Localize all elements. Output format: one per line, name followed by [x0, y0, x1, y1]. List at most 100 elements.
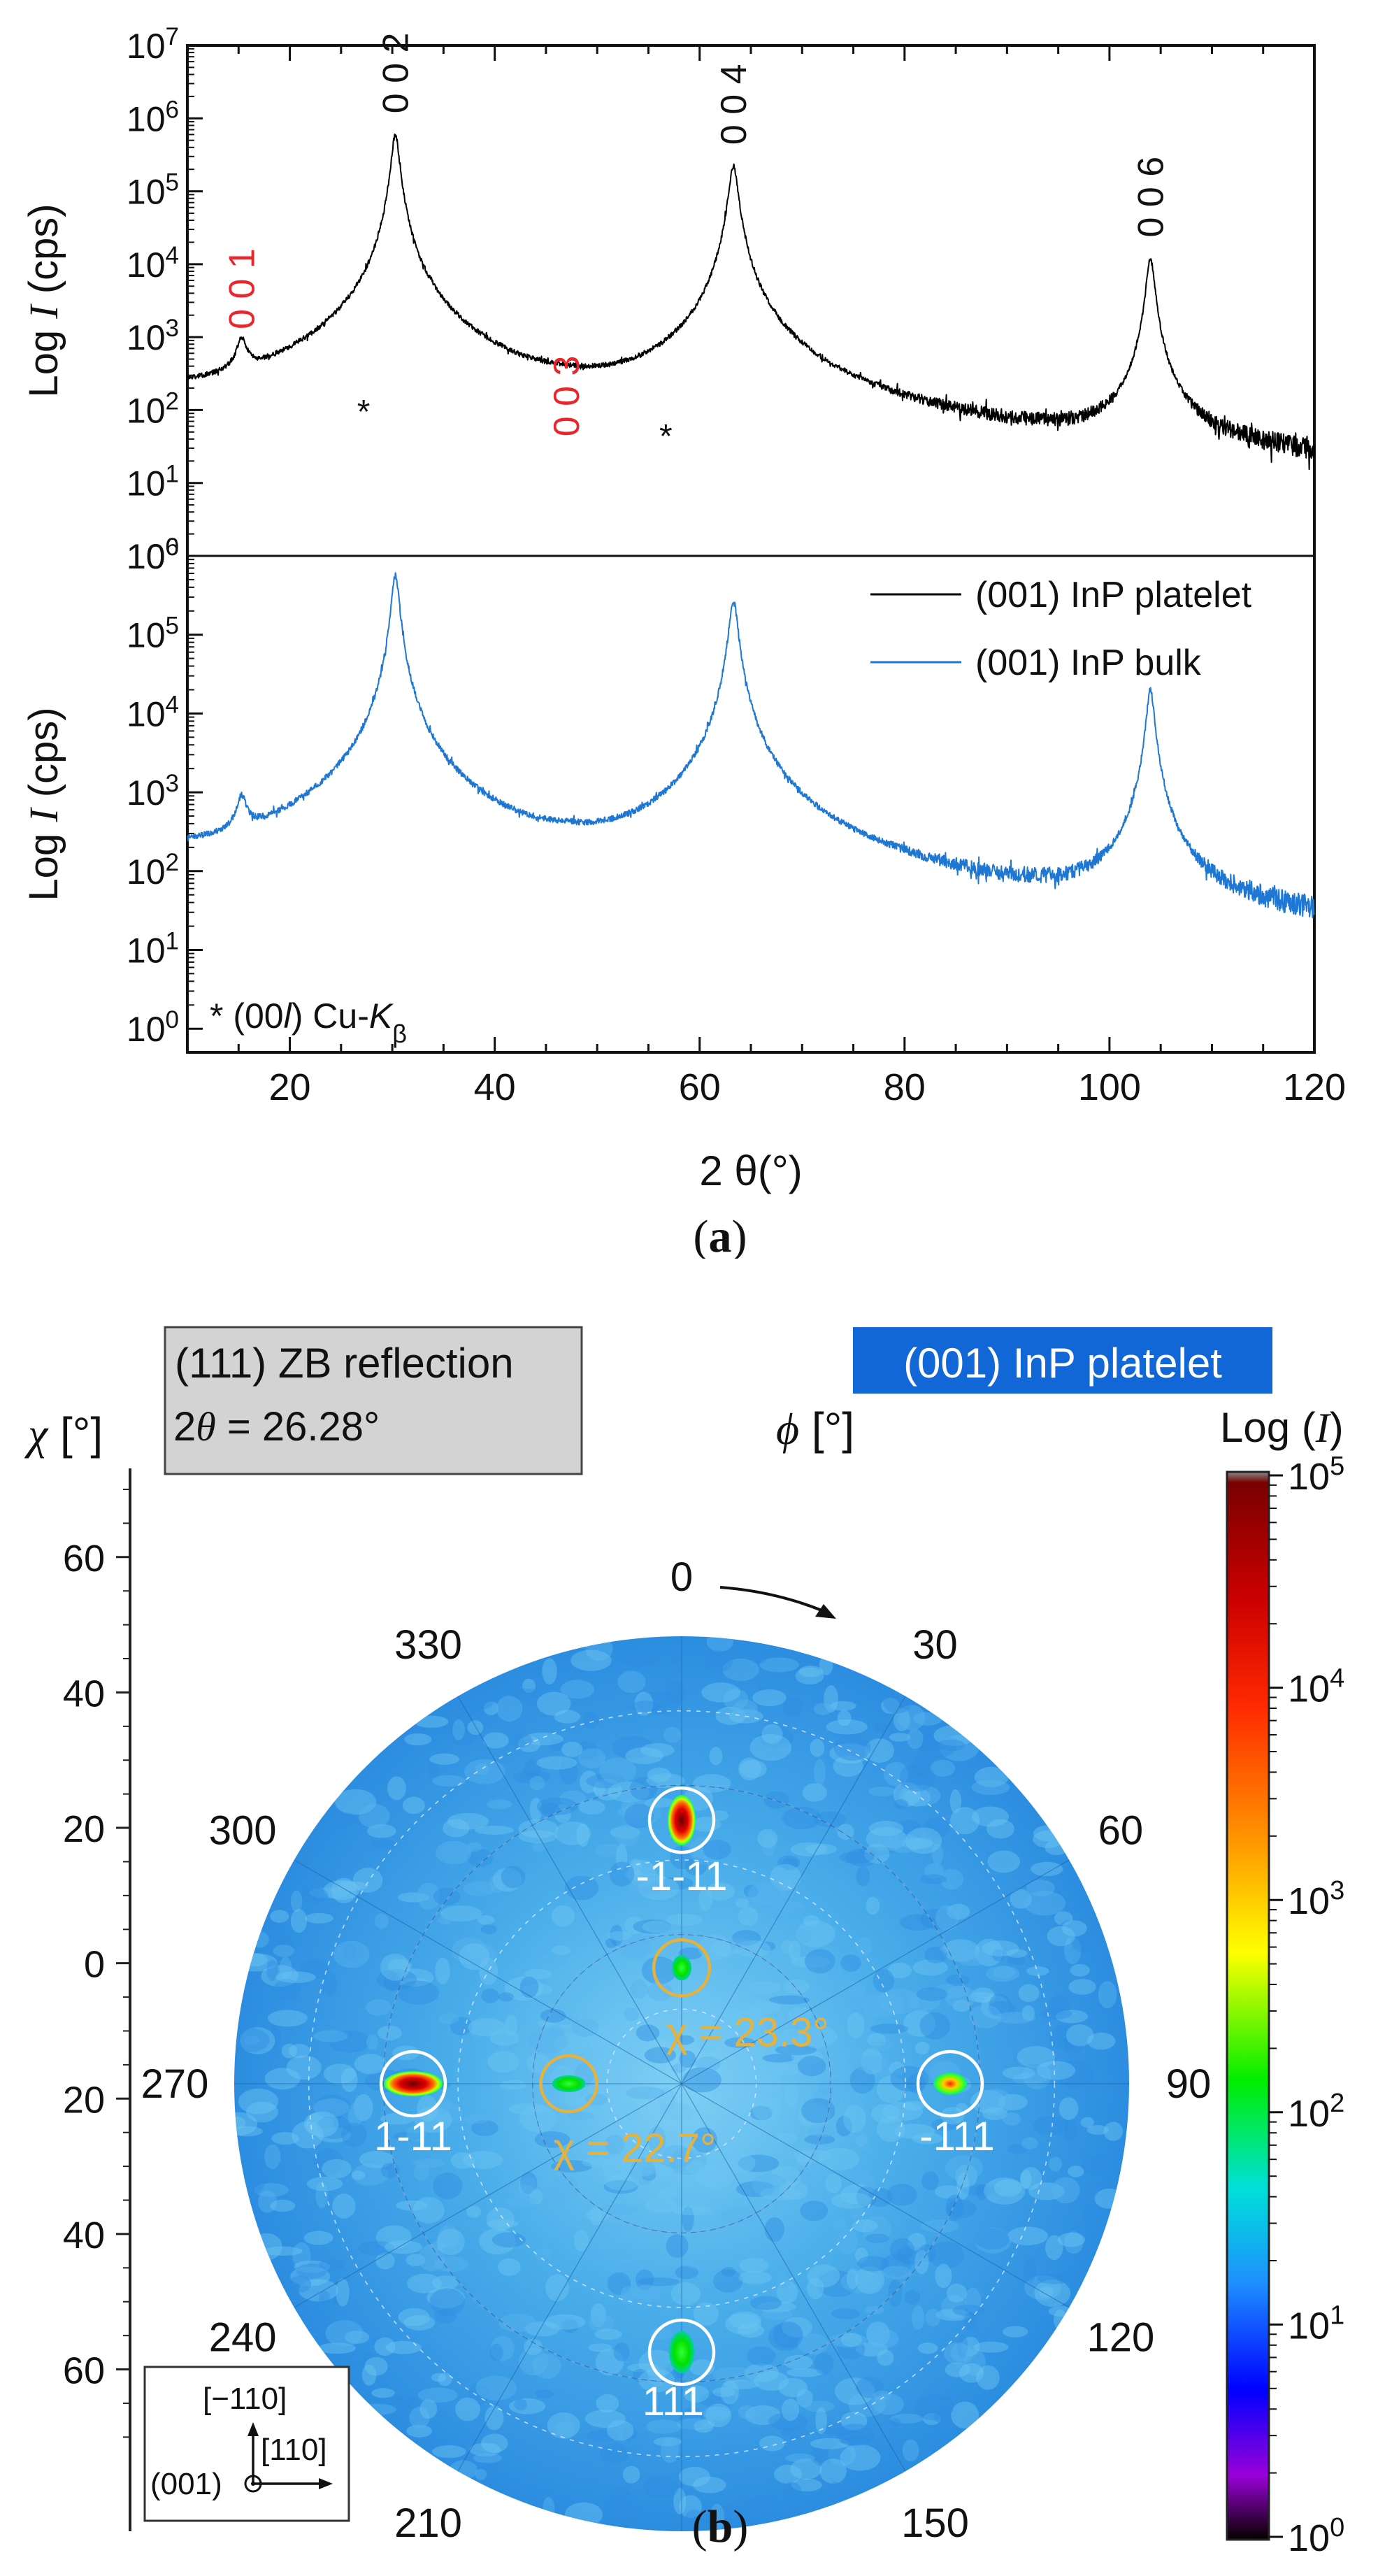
background-speckle: [366, 2034, 378, 2050]
background-speckle: [317, 2342, 356, 2354]
background-speckle: [861, 1993, 904, 2018]
background-speckle: [403, 2314, 436, 2331]
background-speckle: [777, 2028, 805, 2056]
caption-a: (a): [694, 1211, 747, 1259]
background-speckle: [694, 2419, 714, 2433]
phi-label: 240: [209, 2315, 277, 2361]
background-speckle: [627, 1860, 657, 1887]
background-speckle: [378, 2025, 402, 2041]
background-speckle: [529, 1775, 545, 1791]
background-speckle: [945, 2155, 984, 2181]
background-speckle: [890, 2066, 929, 2092]
phi-label: 300: [209, 1808, 277, 1854]
background-speckle: [622, 2426, 638, 2441]
background-speckle: [1021, 2005, 1035, 2022]
background-speckle: [846, 2268, 859, 2289]
background-speckle: [359, 2150, 394, 2168]
y-tick-label-bottom: 104: [127, 691, 179, 734]
background-speckle: [782, 1806, 822, 1830]
background-speckle: [992, 1949, 1005, 1962]
background-speckle: [836, 2424, 875, 2446]
phi-label: 270: [141, 2061, 209, 2107]
background-speckle: [873, 1723, 888, 1733]
chi-tick-label: 60: [63, 2350, 105, 2392]
background-speckle: [514, 2398, 527, 2411]
background-speckle: [670, 2282, 701, 2306]
background-speckle: [784, 2354, 813, 2370]
background-speckle: [343, 1942, 357, 1961]
phi-label: 0: [670, 1554, 693, 1600]
background-speckle: [624, 1870, 645, 1880]
background-speckle: [431, 1775, 466, 1787]
background-speckle: [498, 2313, 537, 2333]
background-speckle: [985, 1966, 1020, 1982]
background-speckle: [322, 1971, 337, 1997]
background-speckle: [864, 1738, 895, 1763]
background-speckle: [513, 1770, 551, 1784]
background-speckle: [412, 2197, 445, 2224]
background-speckle: [588, 2343, 612, 2352]
background-speckle: [1020, 2170, 1032, 2189]
chi-tick-label: 40: [63, 1673, 105, 1715]
background-speckle: [250, 1931, 269, 1948]
peak-label: 0 0 3: [547, 356, 587, 437]
background-speckle: [385, 2340, 422, 2354]
background-speckle: [429, 1753, 459, 1765]
background-speckle: [647, 2126, 666, 2153]
background-speckle: [509, 2398, 546, 2414]
background-speckle: [617, 1805, 653, 1818]
background-speckle: [605, 2134, 624, 2154]
background-speckle: [782, 2482, 801, 2498]
background-speckle: [417, 1882, 440, 1910]
phi-direction-arrow: [719, 1586, 826, 1613]
background-speckle: [867, 2328, 899, 2349]
background-speckle: [659, 2022, 680, 2044]
background-speckle: [561, 2318, 579, 2333]
background-speckle: [429, 2288, 466, 2317]
background-speckle: [603, 2180, 638, 2194]
x-tick-label: 20: [269, 1066, 311, 1108]
reflection-spot: [552, 2075, 586, 2092]
background-speckle: [653, 2437, 682, 2447]
background-speckle: [323, 2063, 357, 2084]
background-speckle: [628, 2157, 659, 2177]
background-speckle: [267, 2010, 308, 2027]
background-speckle: [840, 2411, 868, 2431]
y-tick-label-bottom: 100: [127, 1006, 179, 1050]
xrd-chart: 20 40 60 80 100 120 2 θ(°) 100 101 102 103 104 105 10…: [21, 23, 1346, 1259]
colorbar-tick-label: 100: [1288, 2513, 1344, 2559]
background-speckle: [1028, 2182, 1065, 2201]
background-speckle: [824, 1684, 839, 1713]
background-speckle: [1103, 2121, 1124, 2141]
sample-box: [853, 1327, 1272, 1394]
background-speckle: [340, 2068, 358, 2092]
background-speckle: [1018, 1984, 1040, 2003]
background-speckle: [956, 2173, 970, 2200]
background-speckle: [375, 2252, 395, 2270]
background-speckle: [477, 1915, 495, 1925]
background-speckle: [524, 2321, 560, 2337]
background-speckle: [652, 2028, 676, 2038]
background-speckle: [798, 1666, 824, 1677]
background-speckle: [944, 1986, 977, 2008]
reflection-label: -1-11: [636, 1854, 727, 1899]
background-speckle: [281, 2043, 297, 2059]
background-speckle: [505, 2015, 518, 2036]
grid-spoke: [457, 2083, 682, 2472]
background-speckle: [923, 2412, 941, 2426]
background-speckle: [359, 2403, 396, 2416]
background-speckle: [885, 1833, 923, 1853]
background-speckle: [264, 2144, 281, 2169]
background-speckle: [621, 1800, 634, 1813]
background-speckle: [828, 1981, 866, 1999]
background-speckle: [751, 1643, 768, 1664]
background-speckle: [638, 1690, 681, 1715]
background-speckle: [775, 2044, 817, 2056]
background-speckle: [950, 2342, 971, 2362]
background-speckle: [840, 2184, 875, 2205]
background-speckle: [589, 2206, 602, 2226]
background-speckle: [628, 1873, 666, 1883]
background-speckle: [682, 2205, 694, 2232]
background-speckle: [537, 1691, 571, 1716]
background-speckle: [240, 2027, 275, 2054]
